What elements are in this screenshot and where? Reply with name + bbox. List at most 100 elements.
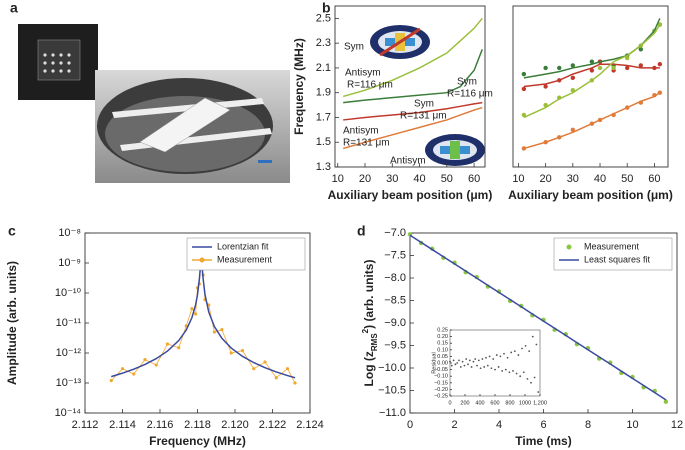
data-line: [523, 92, 661, 150]
y-tick-label: −9.5: [384, 339, 406, 351]
data-point: [450, 364, 453, 367]
data-point: [497, 366, 500, 368]
y-tick-label: −9.0: [384, 317, 406, 329]
legend-label: Least squares fit: [584, 254, 651, 264]
data-line: [111, 257, 296, 379]
data-point: [494, 368, 496, 371]
data-point: [472, 360, 475, 363]
y-tick-label: 0.10: [437, 347, 448, 353]
x-tick-label: 400: [475, 400, 484, 406]
y-tick-label: −0.15: [434, 380, 448, 386]
x-tick-label: 2.124: [296, 419, 324, 431]
y-tick-label: −0.20: [434, 387, 448, 393]
data-point: [537, 391, 540, 393]
x-tick-label: 2.120: [221, 419, 249, 431]
x-tick-label: 0: [407, 419, 413, 431]
mode-icon: [425, 134, 485, 166]
y-tick-label: 10⁻⁹: [58, 257, 81, 269]
x-tick-label: 60: [648, 173, 660, 185]
y-tick-label: −0.10: [434, 374, 448, 380]
x-tick-label: 2.118: [184, 419, 211, 431]
data-line: [343, 49, 483, 104]
x-tick-label: 8: [585, 419, 591, 431]
data-point: [530, 381, 532, 384]
x-tick-label: 6: [540, 419, 546, 431]
annotation: R=131 μm: [400, 111, 447, 122]
data-point: [190, 307, 194, 311]
data-point: [452, 359, 455, 362]
data-point: [543, 65, 548, 71]
data-point: [528, 350, 531, 353]
data-point: [461, 360, 464, 363]
x-tick-label: 40: [413, 173, 425, 185]
data-point: [638, 47, 644, 52]
data-line: [342, 17, 483, 98]
mode-icon: [370, 25, 430, 59]
data-point: [526, 377, 529, 380]
y-tick-label: 0.20: [437, 334, 448, 340]
x-axis-label: Auxiliary beam position (μm): [328, 188, 493, 202]
data-point: [531, 335, 534, 338]
panel-label: b: [322, 0, 331, 16]
annotation: Sym: [414, 99, 434, 110]
data-point: [517, 354, 520, 356]
data-point: [486, 364, 489, 367]
x-tick-label: 10: [626, 419, 638, 431]
data-point: [625, 55, 630, 61]
x-tick-label: 1000: [519, 400, 531, 406]
plot-frame: [512, 5, 669, 168]
legend-label: Lorentzian fit: [217, 241, 269, 251]
data-point: [638, 63, 644, 68]
y-tick-label: 1.3: [316, 161, 331, 173]
data-point: [515, 372, 518, 375]
annotation: Sym: [457, 77, 477, 88]
x-tick-label: 40: [594, 173, 606, 185]
data-point: [285, 367, 290, 371]
legend-marker: [566, 244, 572, 250]
y-axis-label-part: RMS: [370, 333, 379, 351]
x-tick-label: 2.122: [259, 419, 287, 431]
data-point: [229, 351, 233, 355]
data-point: [165, 342, 170, 346]
y-tick-label: 1.9: [316, 87, 331, 99]
data-point: [533, 376, 536, 379]
legend-label: Measurement: [217, 254, 273, 264]
data-point: [501, 370, 504, 372]
data-point: [154, 363, 158, 367]
data-point: [220, 328, 224, 332]
panel-label: d: [357, 223, 366, 239]
data-point: [177, 346, 181, 350]
legend-box: [186, 237, 306, 271]
x-tick-label: 20: [540, 173, 552, 185]
data-point: [557, 65, 562, 71]
y-tick-label: 10⁻⁸: [58, 227, 81, 239]
panel-label: c: [8, 223, 16, 239]
data-point: [470, 366, 473, 368]
data-point: [504, 368, 507, 371]
data-point: [479, 367, 482, 370]
y-tick-label: 10⁻¹⁴: [55, 407, 82, 419]
data-point: [143, 358, 147, 362]
x-tick-label: 1,200: [533, 400, 547, 406]
data-point: [468, 359, 471, 362]
x-tick-label: 60: [468, 173, 480, 185]
data-point: [589, 59, 595, 64]
y-tick-label: 10⁻¹²: [56, 347, 82, 359]
y-tick-label: 0.15: [437, 341, 448, 347]
data-point: [543, 84, 548, 89]
data-point: [465, 358, 468, 360]
x-tick-label: 10: [512, 173, 524, 185]
data-point: [488, 355, 491, 358]
y-tick-label: 1.7: [316, 111, 331, 123]
y-tick-label: −0.05: [434, 367, 448, 373]
annotation: Antisym: [390, 156, 426, 167]
x-tick-label: 30: [567, 173, 579, 185]
y-tick-label: 2.1: [316, 62, 331, 74]
data-point: [263, 360, 267, 364]
data-point: [293, 381, 297, 385]
data-point: [521, 347, 523, 350]
x-tick-label: 2.116: [147, 419, 174, 431]
data-point: [597, 65, 603, 71]
data-point: [657, 62, 663, 67]
